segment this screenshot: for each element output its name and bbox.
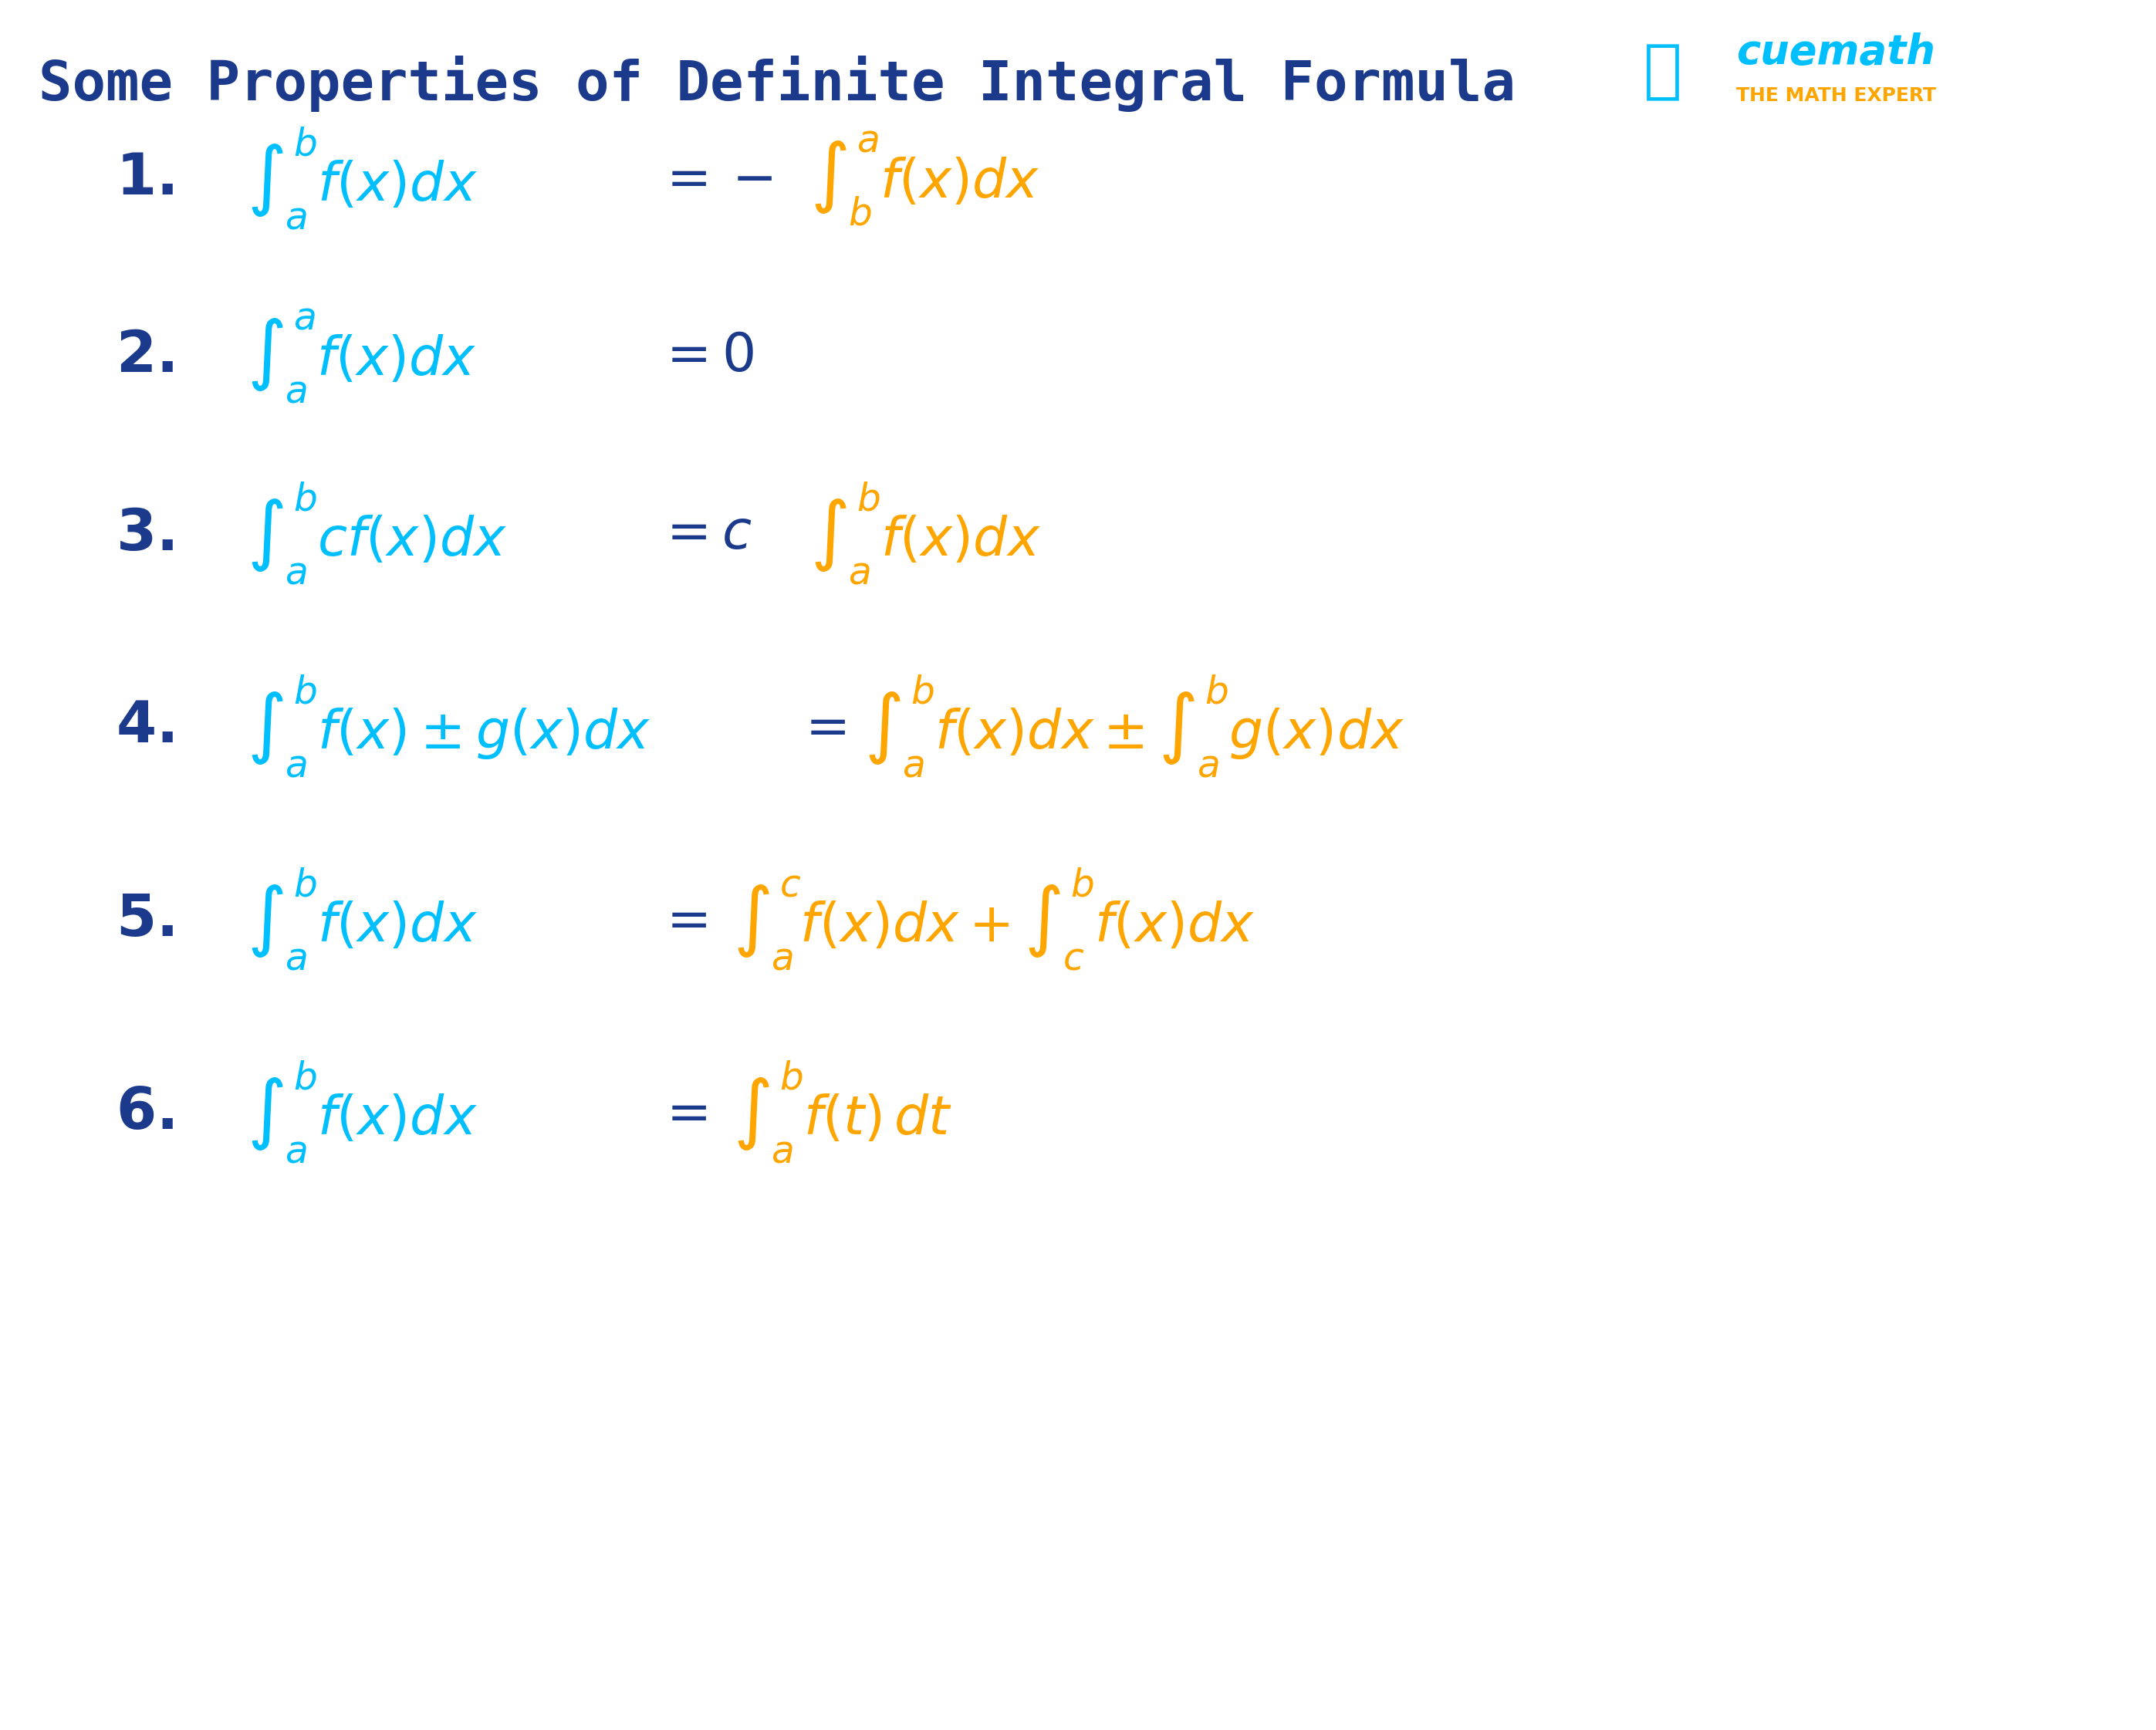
Text: $=$: $=$ [655, 894, 707, 946]
Text: $\int_a^c f(x)dx + \int_c^b f(x)dx$: $\int_a^c f(x)dx + \int_c^b f(x)dx$ [733, 867, 1255, 972]
Text: $\mathbf{1.}$: $\mathbf{1.}$ [116, 151, 175, 208]
Text: $\int_a^b f(x) \pm g(x)dx$: $\int_a^b f(x) \pm g(x)dx$ [248, 673, 651, 780]
Text: $\int_a^a f(x)dx$: $\int_a^a f(x)dx$ [248, 308, 476, 405]
Text: $\int_a^b f(x)dx$: $\int_a^b f(x)dx$ [248, 1059, 476, 1166]
Text: $\mathbf{4.}$: $\mathbf{4.}$ [116, 699, 175, 754]
Text: $=$: $=$ [655, 1086, 707, 1138]
Text: Some Properties of Definite Integral Formula: Some Properties of Definite Integral For… [39, 55, 1516, 112]
Text: $=$: $=$ [796, 701, 845, 753]
Text: $\int_a^b f(x)dx$: $\int_a^b f(x)dx$ [248, 867, 476, 972]
Text: $\int_a^b f(x)dx$: $\int_a^b f(x)dx$ [248, 126, 476, 232]
Text: $= 0$: $= 0$ [655, 330, 755, 382]
Text: $\mathbf{6.}$: $\mathbf{6.}$ [116, 1085, 175, 1140]
Text: $\mathbf{3.}$: $\mathbf{3.}$ [116, 505, 175, 562]
Text: 🚀: 🚀 [1643, 40, 1682, 102]
Text: $= -$: $= -$ [655, 154, 774, 204]
Text: $= c$: $= c$ [655, 509, 752, 561]
Text: $\int_a^b f(x)dx$: $\int_a^b f(x)dx$ [811, 481, 1041, 586]
Text: THE MATH EXPERT: THE MATH EXPERT [1736, 87, 1936, 106]
Text: cuemath: cuemath [1736, 33, 1936, 73]
Text: $\int_a^b f(x)dx \pm \int_a^b g(x)dx$: $\int_a^b f(x)dx \pm \int_a^b g(x)dx$ [865, 673, 1404, 780]
Text: $\int_a^b f(t)\, dt$: $\int_a^b f(t)\, dt$ [733, 1059, 953, 1166]
Text: $\int_a^b cf(x)dx$: $\int_a^b cf(x)dx$ [248, 481, 507, 586]
Text: $\mathbf{5.}$: $\mathbf{5.}$ [116, 891, 175, 948]
Text: $\mathbf{2.}$: $\mathbf{2.}$ [116, 329, 175, 384]
Text: $\int_b^a f(x)dx$: $\int_b^a f(x)dx$ [811, 130, 1039, 228]
